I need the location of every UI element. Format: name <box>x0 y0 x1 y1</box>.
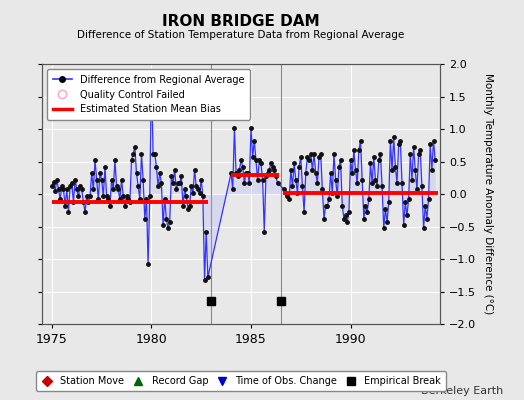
Y-axis label: Monthly Temperature Anomaly Difference (°C): Monthly Temperature Anomaly Difference (… <box>483 73 493 315</box>
Text: IRON BRIDGE DAM: IRON BRIDGE DAM <box>162 14 320 29</box>
Legend: Station Move, Record Gap, Time of Obs. Change, Empirical Break: Station Move, Record Gap, Time of Obs. C… <box>36 372 446 391</box>
Text: Difference of Station Temperature Data from Regional Average: Difference of Station Temperature Data f… <box>78 30 405 40</box>
Legend: Difference from Regional Average, Quality Control Failed, Estimated Station Mean: Difference from Regional Average, Qualit… <box>47 69 250 120</box>
Text: Berkeley Earth: Berkeley Earth <box>421 386 503 396</box>
